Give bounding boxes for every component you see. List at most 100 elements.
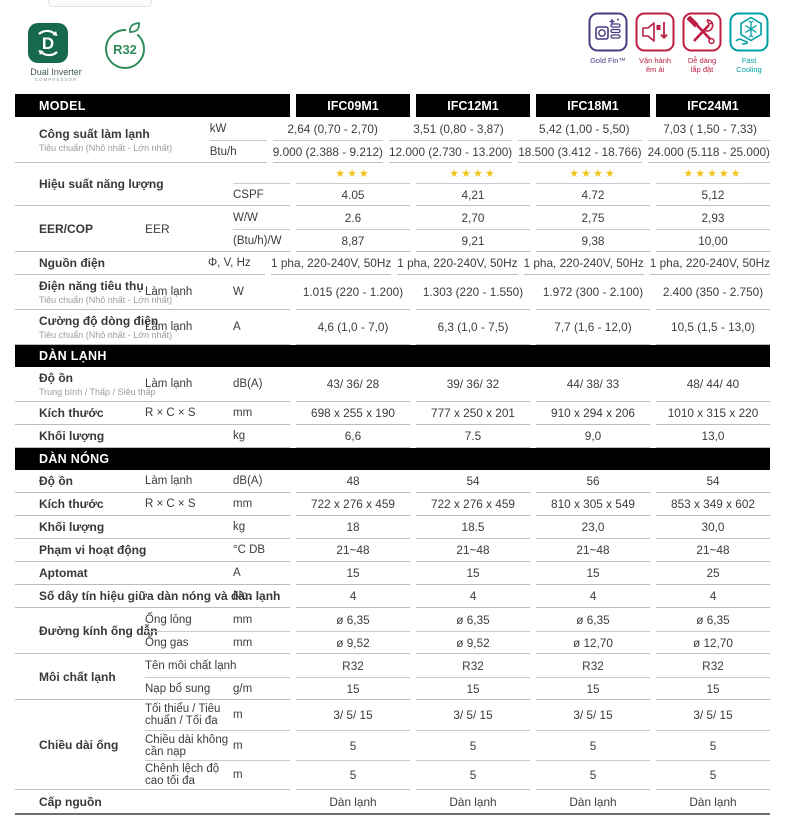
unit-label: m: [233, 730, 290, 760]
spec-label: Phạm vi hoạt động: [39, 543, 147, 557]
feature-label-line1: Dễ dàng: [687, 56, 717, 65]
spec-row: Φ, V, Hz 1 pha, 220-240V, 50Hz 1 pha, 22…: [208, 252, 770, 275]
spec-value: Dàn lạnh: [689, 794, 737, 809]
spec-value: 24.000 (5.118 - 25.000): [647, 140, 770, 163]
spec-value: 3/ 5/ 15: [333, 708, 373, 722]
spec-value: 15: [536, 677, 650, 700]
spec-row: °C DB 21~48 21~48 21~48 21~48: [233, 539, 770, 562]
model-header-row: MODEL IFC09M1 IFC12M1 IFC18M1 IFC24M1: [15, 94, 770, 117]
feature-label-line1: Fast: [741, 56, 757, 65]
spec-value: Dàn lạnh: [569, 794, 617, 809]
spec-value: 4,21: [416, 183, 530, 206]
spec-value: 4,6 (1,0 - 7,0): [296, 310, 410, 345]
spec-label: Độ ồn: [39, 474, 73, 488]
spec-group-refrigerant: Môi chất lạnh Tên môi chất lạnh R32 R32 …: [15, 654, 770, 700]
spec-row: Tên môi chất lạnh R32 R32 R32 R32: [145, 654, 770, 677]
spec-group-power-supply: Nguồn điện Φ, V, Hz 1 pha, 220-240V, 50H…: [15, 252, 770, 275]
star-rating: ★★★★★: [683, 167, 743, 180]
unit-label: mm: [233, 493, 290, 516]
spec-label: Kích thước: [39, 497, 104, 511]
unit-label: (Btu/h)/W: [233, 229, 290, 252]
spec-value: 15: [296, 677, 410, 700]
spec-sublabel: R × C × S: [145, 493, 233, 516]
spec-row: Làm lạnh W 1.015 (220 - 1.200) 1.303 (22…: [145, 275, 770, 310]
spec-row: Chênh lệch độ cao tối đa m 5 5 5 5: [145, 760, 770, 790]
spec-sublabel: Tên môi chất lạnh: [145, 659, 237, 672]
spec-value: 6,6: [296, 425, 410, 448]
spec-group-breaker: Aptomat A 15 15 15 25: [15, 562, 770, 585]
dual-inverter-logo: D Dual Inverter COMPRESSOR: [27, 22, 85, 82]
spec-group-indoor-noise: Độ ồn Trung bình / Thấp / Siêu thấp Làm …: [15, 367, 770, 402]
spec-value: 3,51 (0,80 - 3,87): [413, 121, 504, 136]
unit-label: dB(A): [233, 470, 290, 493]
star-rating: ★★★: [335, 167, 371, 180]
spec-sublabel: Chênh lệch độ cao tối đa: [145, 760, 233, 790]
spec-value: 777 x 250 x 201: [416, 402, 530, 425]
model-header-label: MODEL: [15, 94, 290, 117]
spec-sublabel: R × C × S: [145, 402, 233, 425]
spec-value: 853 x 349 x 602: [656, 493, 770, 516]
spec-value: 7,03 ( 1,50 - 7,33): [663, 121, 757, 136]
spec-row: W/W 2.6 2,70 2,75 2,93: [233, 206, 770, 229]
spec-row: No. 4 4 4 4: [233, 585, 770, 608]
spec-value: 3/ 5/ 15: [573, 708, 613, 722]
spec-value: 2,93: [701, 210, 725, 225]
spec-sublabel: Làm lạnh: [145, 310, 233, 345]
spec-value: 5,42 (1,00 - 5,50): [539, 121, 630, 136]
unit-label: A: [233, 562, 290, 585]
unit-label: mm: [233, 402, 290, 425]
spec-value: 9,0: [536, 425, 650, 448]
star-rating: ★★★★: [569, 167, 617, 180]
spec-row: Dàn lạnh Dàn lạnh Dàn lạnh Dàn lạnh: [233, 790, 770, 813]
spec-label: Nguồn điện: [39, 256, 105, 270]
spec-value: 5: [656, 730, 770, 760]
spec-value: 18.5: [416, 516, 530, 539]
spec-value: 21~48: [416, 539, 530, 562]
spec-value: 3/ 5/ 15: [453, 708, 493, 722]
spec-table: MODEL IFC09M1 IFC12M1 IFC18M1 IFC24M1 Cô…: [15, 94, 770, 815]
spec-value: 1.303 (220 - 1.550): [416, 275, 530, 310]
spec-row: Ống gas mm ø 9,52 ø 9,52 ø 12,70 ø 12,70: [145, 631, 770, 654]
feature-label-line2: êm ái: [645, 65, 665, 74]
feature-label-line1: Gold Fin™: [590, 56, 626, 65]
spec-value: 1 pha, 220-240V, 50Hz: [523, 252, 644, 275]
spec-value: 2.400 (350 - 2.750): [656, 275, 770, 310]
spec-label: Hiệu suất năng lượng: [39, 177, 164, 191]
spec-label: Công suất làm lạnh: [39, 126, 150, 141]
spec-value: 4: [416, 585, 530, 608]
spec-value: 2.6: [344, 210, 362, 225]
spec-value: 18.500 (3.412 - 18.766): [518, 140, 642, 163]
spec-value: 13,0: [656, 425, 770, 448]
spec-row: A 15 15 15 25: [233, 562, 770, 585]
unit-label: kg: [233, 516, 290, 539]
unit-label: mm: [233, 631, 290, 654]
spec-value: 21~48: [656, 539, 770, 562]
unit-label: Φ, V, Hz: [208, 252, 265, 275]
spec-label: Khối lượng: [39, 429, 105, 443]
spec-value: 21~48: [296, 539, 410, 562]
model-column-ifc09m1: IFC09M1: [296, 94, 410, 117]
svg-text:D: D: [42, 34, 54, 53]
feature-easy-installation: Dễ dàng lắp đặt: [682, 12, 722, 74]
star-rating: ★★★★: [449, 167, 497, 180]
spec-group-power-source: Cấp nguồn Dàn lạnh Dàn lạnh Dàn lạnh Dàn…: [15, 790, 770, 813]
spec-value: 1.015 (220 - 1.200): [296, 275, 410, 310]
quiet-operation-icon: [635, 12, 675, 52]
spec-row: Làm lạnh A 4,6 (1,0 - 7,0) 6,3 (1,0 - 7,…: [145, 310, 770, 345]
spec-value: 15: [416, 562, 530, 585]
spec-value: 8,87: [296, 229, 410, 252]
spec-value: R32: [582, 658, 604, 673]
spec-value: 25: [656, 562, 770, 585]
spec-group-pipe-length: Chiều dài ống Tối thiểu / Tiêu chuẩn / T…: [15, 700, 770, 790]
spec-value: 1 pha, 220-240V, 50Hz: [271, 252, 392, 275]
spec-note: Tiêu chuẩn (Nhỏ nhất - Lớn nhất): [39, 330, 173, 340]
spec-row: Btu/h 9.000 (2.388 - 9.212) 12.000 (2.73…: [209, 140, 770, 163]
spec-value: 15: [656, 677, 770, 700]
spec-value: 4: [296, 585, 410, 608]
spec-group-energy-efficiency: Hiệu suất năng lượng ★★★ ★★★★ ★★★★ ★★★★★…: [15, 163, 770, 206]
spec-row: kg 6,6 7.5 9,0 13,0: [233, 425, 770, 448]
spec-row: kg 18 18.5 23,0 30,0: [233, 516, 770, 539]
spec-sublabel: Chiều dài không cần nạp: [145, 730, 233, 760]
spec-value: 5: [296, 760, 410, 790]
spec-value: 722 x 276 x 459: [296, 493, 410, 516]
